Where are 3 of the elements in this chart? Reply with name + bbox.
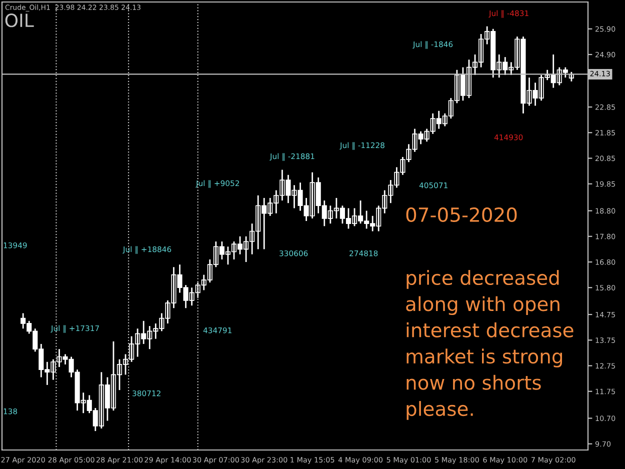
annotation: price decreased along with open interest decrease market is strong now no shorts please.	[406, 270, 574, 420]
annotation: 07-05-2020	[406, 207, 517, 222]
text: OIL	[5, 14, 34, 28]
